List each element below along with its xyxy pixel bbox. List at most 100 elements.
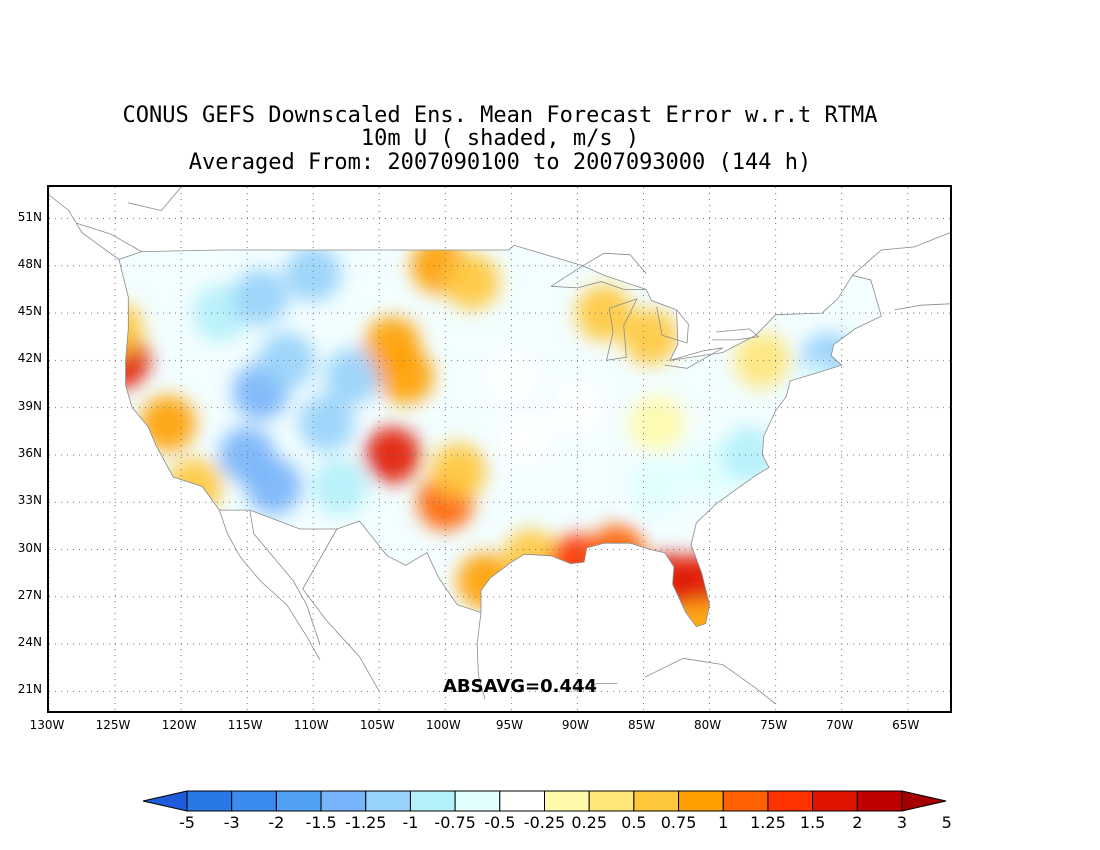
colorbar-box-1 [186,790,233,812]
lake-superior-north [550,252,647,287]
lat-tick-label: 30N [17,540,42,555]
lon-tick-label: 90W [561,718,590,732]
lat-tick-label: 21N [17,682,42,697]
field-point-11 [245,458,302,515]
colorbar-tick-label: -5 [179,813,195,832]
field-point-13 [324,348,381,405]
field-point-16 [364,316,421,373]
title-line-2: 10m U ( shaded, m/s ) [360,126,640,151]
colorbar-tick-label: -1.5 [305,813,337,832]
colorbar-box-4 [320,790,367,812]
colorbar-box-2 [231,790,277,812]
field-point-1 [119,300,144,357]
colorbar-tick-label: -1.25 [345,813,387,832]
lat-tick-label: 45N [17,304,42,319]
colorbar-box-12 [678,790,724,812]
lon-tick-label: 100W [425,718,461,732]
colorbar-tick-label: 0.25 [571,813,607,832]
colorbar-box-10 [588,790,635,812]
colorbar-tick-label: -2 [268,813,285,832]
lon-tick-label: 95W [495,718,523,732]
field-point-9 [298,395,355,452]
field-point-36 [721,426,778,483]
colorbar-tick-label: 1.25 [750,813,786,832]
yucatan-coast [573,683,618,692]
lat-tick-label: 24N [17,635,42,650]
colorbar-box-16 [856,790,903,812]
colorbar-underflow-triangle [142,790,188,812]
conus-outline [118,244,882,628]
colorbar-tick-label: -0.75 [434,813,476,832]
field-point-29 [622,308,679,365]
bc-coast [49,194,120,260]
colorbar-box-3 [275,790,322,812]
field-point-30 [483,348,540,405]
lat-tick-label: 33N [17,493,42,508]
colorbar-tick-label: -1 [402,813,419,832]
field-point-24 [589,524,646,581]
lake-superior-south [550,281,647,290]
colorbar-box-9 [544,790,590,812]
field-point-34 [628,458,685,515]
field-point-2 [139,395,196,452]
field-point-38 [787,363,844,420]
field-point-22 [503,529,560,586]
lon-tick-label: 80W [694,718,722,732]
baja-west-coast [219,509,321,660]
lon-tick-label: 85W [627,718,656,732]
field-point-37 [800,332,857,389]
colorbar-tick-label: -0.5 [484,813,516,832]
colorbar-box-6 [409,790,456,812]
lat-tick-label: 27N [17,587,42,602]
colorbar-tick-label: -3 [223,813,240,832]
lon-tick-label: 125W [95,718,131,732]
lat-tick-label: 51N [17,209,42,224]
absavg-annotation: ABSAVG=0.444 [442,676,598,697]
map-frame [47,185,952,713]
lon-tick-label: 65W [892,718,920,732]
mexico-pacific-coast [302,528,380,692]
colorbar-tick-label: 2 [852,813,863,832]
baja-east-coast [249,510,321,645]
field-point-20 [430,442,487,499]
colorbar-tick-label: 0.75 [660,813,697,832]
lake-michigan [605,298,638,361]
colorbar-box-13 [722,790,769,812]
lon-tick-label: 75W [760,718,788,732]
lon-tick-label: 105W [359,718,395,732]
st-lawrence-coast [852,232,950,276]
field-point-33 [628,395,685,452]
lat-tick-label: 39N [17,398,42,413]
colorbar-box-8 [499,790,545,812]
lat-tick-label: 48N [17,256,42,271]
colorbar-tick-label: 3 [896,813,908,832]
field-point-6 [285,245,342,302]
bc-inland [128,187,182,212]
lon-tick-label: 110W [293,718,329,732]
lat-tick-label: 42N [17,351,42,366]
colorbar [142,790,947,812]
lon-tick-label: 120W [161,718,197,732]
map-canvas [49,187,950,711]
field-point-28 [575,285,632,342]
colorbar-tick-label: 1.5 [799,813,826,832]
lat-tick-label: 36N [17,445,42,460]
field-point-5 [232,269,289,326]
lake-huron [656,306,689,344]
cuba-coast [644,657,776,705]
colorbar-tick-label: 5 [941,813,952,832]
title-line-1: CONUS GEFS Downscaled Ens. Mean Forecast… [122,103,878,128]
vancouver-island [76,222,142,252]
title-line-3: Averaged From: 2007090100 to 2007093000 … [188,150,812,175]
lake-erie [664,347,723,369]
nova-scotia-coast [894,303,950,311]
colorbar-box-5 [365,790,411,812]
field-point-27 [671,600,728,627]
colorbar-tick-label: 1 [718,813,729,832]
field-point-14 [364,426,421,483]
field-point-18 [443,253,500,310]
field-point-12 [311,458,368,515]
colorbar-overflow-triangle [901,790,947,812]
field-point-31 [496,411,553,468]
lon-tick-label: 115W [227,718,263,732]
